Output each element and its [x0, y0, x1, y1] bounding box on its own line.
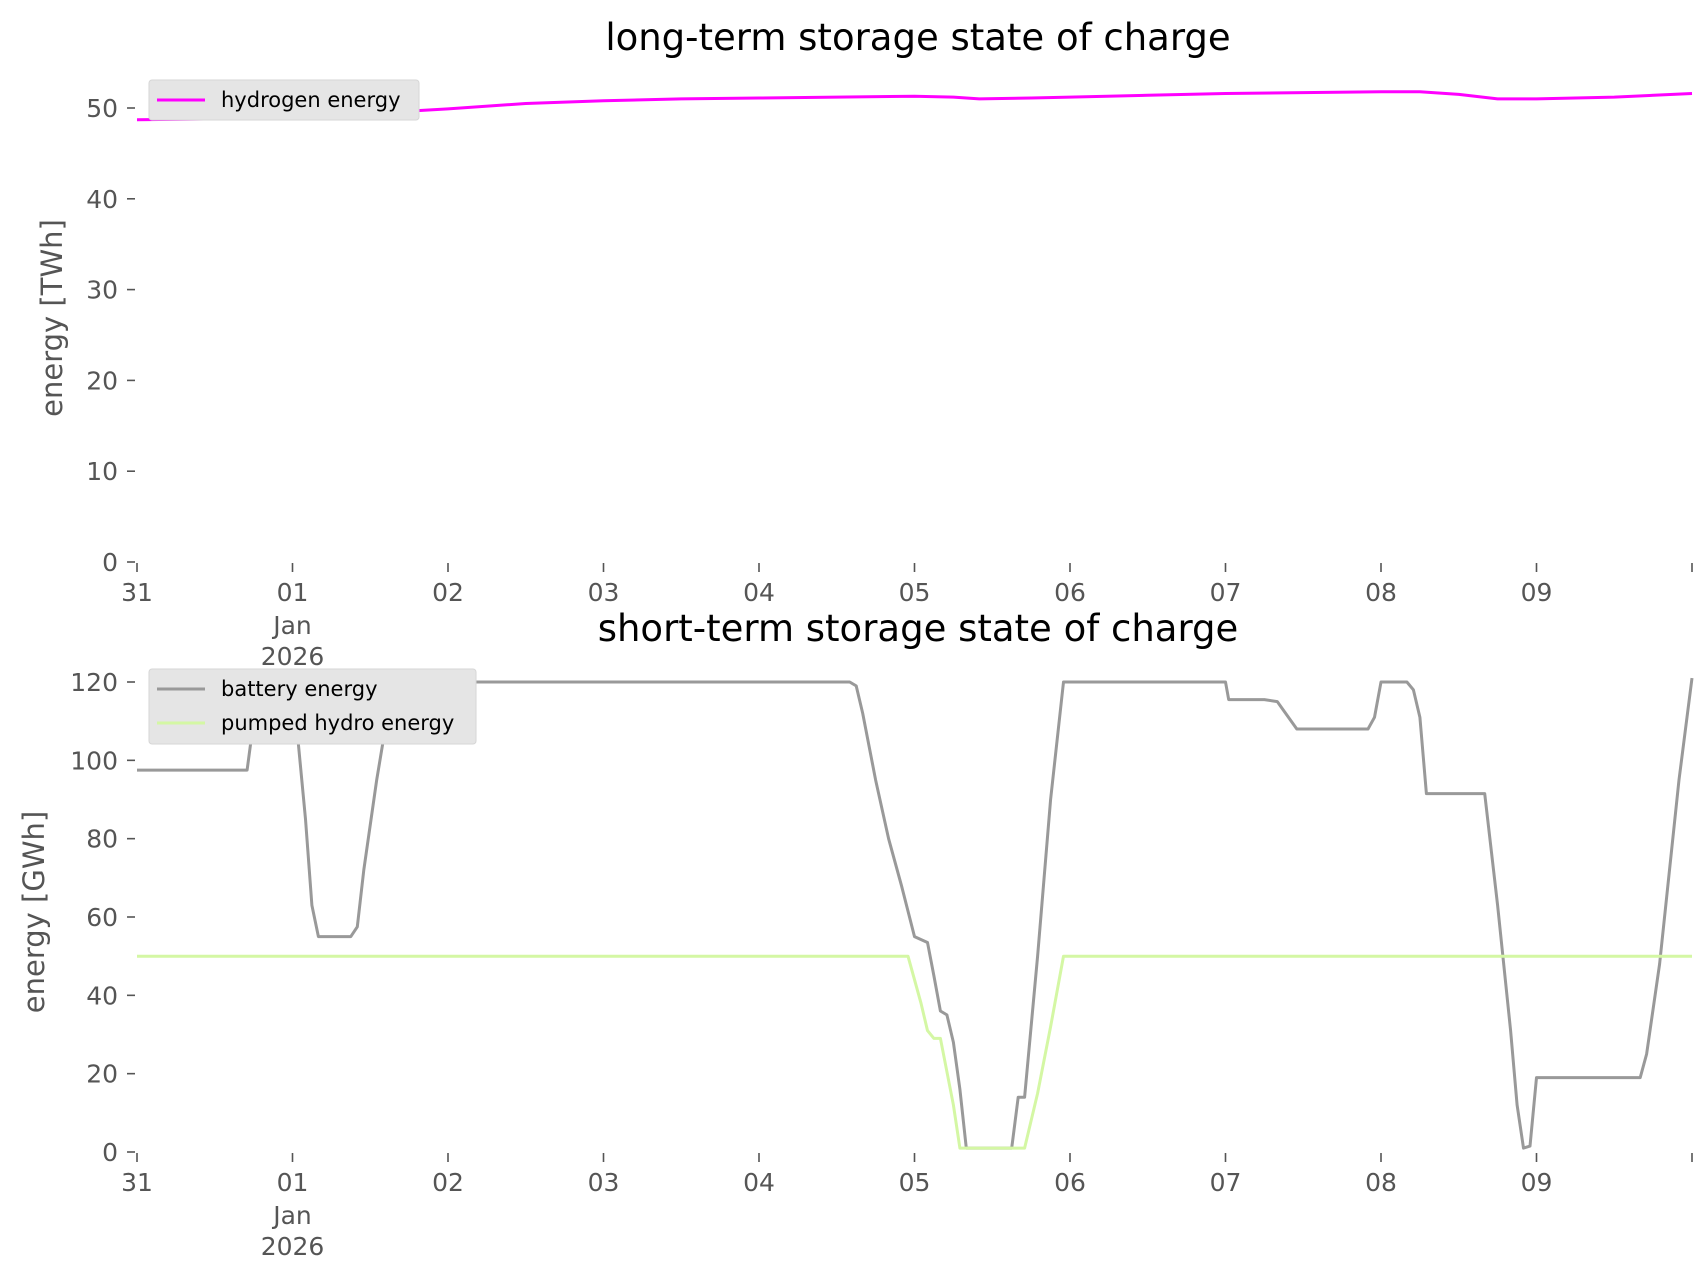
- x-tick-label: 02: [432, 1168, 464, 1197]
- y-tick-label: 80: [86, 825, 118, 854]
- x-tick-label: 02: [432, 578, 464, 607]
- long-term-chart: long-term storage state of charge energy…: [35, 16, 1693, 671]
- legend-label: battery energy: [221, 677, 378, 701]
- y-axis: 0 10 20 30 40 50: [86, 94, 135, 577]
- x-tick-year-label: 2026: [261, 1232, 325, 1261]
- y-tick-label: 20: [86, 1060, 118, 1089]
- series-lines: [137, 677, 1694, 1150]
- short-term-chart: short-term storage state of charge energ…: [17, 607, 1694, 1261]
- y-tick-label: 60: [86, 903, 118, 932]
- x-tick-label: 05: [899, 1168, 931, 1197]
- x-tick-label: 07: [1210, 578, 1242, 607]
- y-tick-label: 0: [102, 548, 118, 577]
- x-tick-label: 09: [1521, 1168, 1553, 1197]
- legend-label: hydrogen energy: [221, 88, 401, 112]
- x-tick-label: 04: [743, 1168, 775, 1197]
- chart-title: long-term storage state of charge: [605, 16, 1230, 59]
- chart-title: short-term storage state of charge: [598, 607, 1239, 650]
- x-tick-label: 08: [1365, 578, 1397, 607]
- x-tick-label: 05: [899, 578, 931, 607]
- legend-box: [148, 668, 477, 745]
- x-tick-label: 06: [1054, 1168, 1086, 1197]
- y-tick-label: 20: [86, 366, 118, 395]
- legend: battery energy pumped hydro energy: [148, 668, 477, 745]
- y-tick-label: 120: [70, 668, 118, 697]
- y-tick-label: 40: [86, 981, 118, 1010]
- y-axis: 0 20 40 60 80 100 120: [70, 668, 135, 1167]
- x-tick-label: 09: [1521, 578, 1553, 607]
- x-tick-label: 06: [1054, 578, 1086, 607]
- x-tick-label: 07: [1210, 1168, 1242, 1197]
- y-tick-label: 10: [86, 457, 118, 486]
- x-tick-year-label: 2026: [261, 642, 325, 671]
- x-tick-label: 08: [1365, 1168, 1397, 1197]
- legend: hydrogen energy: [148, 79, 420, 121]
- y-axis-label: energy [TWh]: [35, 219, 69, 417]
- y-tick-label: 0: [102, 1138, 118, 1167]
- x-tick-label: 03: [588, 1168, 620, 1197]
- y-tick-label: 100: [70, 746, 118, 775]
- series-line: [137, 677, 1694, 1150]
- x-tick-label: 31: [121, 1168, 153, 1197]
- series-lines: [136, 90, 1693, 122]
- x-tick-month-label: Jan: [271, 1201, 312, 1230]
- x-tick-label: 01: [277, 578, 309, 607]
- y-tick-label: 50: [86, 94, 118, 123]
- x-tick-month-label: Jan: [271, 611, 312, 640]
- x-tick-label: 01: [277, 1168, 309, 1197]
- series-line: [136, 90, 1693, 122]
- x-tick-label: 04: [743, 578, 775, 607]
- legend-box: [148, 79, 420, 121]
- y-tick-label: 40: [86, 185, 118, 214]
- x-tick-label: 31: [121, 578, 153, 607]
- legend-label: pumped hydro energy: [221, 711, 454, 735]
- x-tick-label: 03: [588, 578, 620, 607]
- y-axis-label: energy [GWh]: [17, 811, 51, 1013]
- y-tick-label: 30: [86, 276, 118, 305]
- series-line: [137, 954, 1692, 1150]
